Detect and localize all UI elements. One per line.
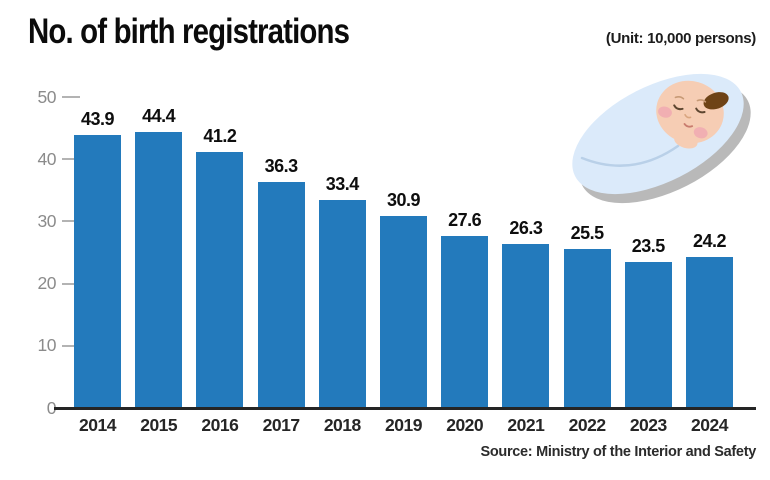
bar-value-label: 44.4: [142, 105, 176, 126]
bar-value-label: 30.9: [386, 189, 421, 210]
baby-head: [656, 80, 729, 149]
bar-value-label: 26.3: [509, 218, 543, 239]
x-tick-label: 2015: [140, 415, 178, 435]
y-tick-label: 50: [37, 86, 57, 107]
baby-nose: [684, 113, 692, 119]
bar: [257, 182, 305, 408]
x-tick-label: 2014: [79, 415, 116, 435]
y-tick-label: 40: [37, 148, 57, 169]
bar: [318, 200, 366, 408]
bar: [563, 249, 611, 408]
baby-eyebrow-right: [696, 99, 707, 103]
bar: [624, 261, 672, 408]
bar: [196, 151, 244, 408]
x-tick-label: 2023: [629, 415, 667, 435]
bar-chart: 0 10 20 30 40 50 43.9 2014 44.4 2015 41.2 2016 36.3…: [30, 87, 756, 450]
y-tick-mark: [62, 282, 80, 285]
baby-eyebrow-left: [674, 95, 685, 100]
baby-hair-icon: [703, 92, 729, 110]
x-tick-label: 2022: [568, 415, 606, 435]
baby-face: [656, 80, 724, 144]
bar: [502, 244, 550, 408]
bar-value-label: 33.4: [325, 174, 360, 195]
swaddled-baby-illustration: [572, 73, 751, 204]
x-tick-label: 2018: [323, 415, 361, 435]
bar-value-label: 27.6: [448, 210, 482, 231]
bar-value-label: 24.2: [692, 231, 727, 252]
bar: [441, 236, 489, 408]
x-axis-line: [54, 407, 756, 410]
x-tick-label: 2021: [507, 415, 545, 435]
bar: [135, 131, 183, 408]
y-tick-mark: [62, 344, 80, 347]
x-tick-label: 2020: [446, 415, 484, 435]
bar: [380, 215, 427, 408]
y-tick-mark: [62, 158, 80, 161]
baby-eye-left: [673, 104, 684, 111]
x-tick-label: 2019: [385, 415, 422, 435]
unit-label: (Unit: 10,000 persons): [605, 30, 756, 47]
bar-value-label: 43.9: [80, 108, 115, 129]
page-title: No. of birth registrations: [28, 12, 350, 51]
source-note: Source: Ministry of the Interior and Saf…: [480, 444, 756, 460]
bar: [74, 134, 121, 408]
x-tick-label: 2024: [691, 415, 728, 435]
y-tick-mark: [62, 220, 80, 223]
baby-mouth: [683, 123, 694, 128]
x-tick-label: 2016: [201, 415, 239, 435]
y-tick-label: 30: [37, 210, 57, 231]
bar: [686, 257, 733, 408]
baby-cheek-left: [658, 106, 672, 118]
bar-value-label: 36.3: [264, 156, 299, 177]
bar-value-label: 23.5: [631, 235, 666, 256]
bar-value-label: 25.5: [570, 223, 605, 244]
y-tick-label: 0: [46, 397, 57, 418]
baby-eye-right: [695, 107, 706, 114]
y-tick-label: 10: [37, 335, 57, 356]
x-tick-label: 2017: [262, 415, 300, 435]
y-tick-label: 20: [37, 273, 57, 294]
y-tick-mark: [62, 96, 80, 98]
blanket-fold: [580, 144, 680, 167]
baby-chin: [674, 133, 698, 149]
bar-value-label: 41.2: [203, 125, 237, 146]
baby-cheek-right: [693, 127, 708, 139]
